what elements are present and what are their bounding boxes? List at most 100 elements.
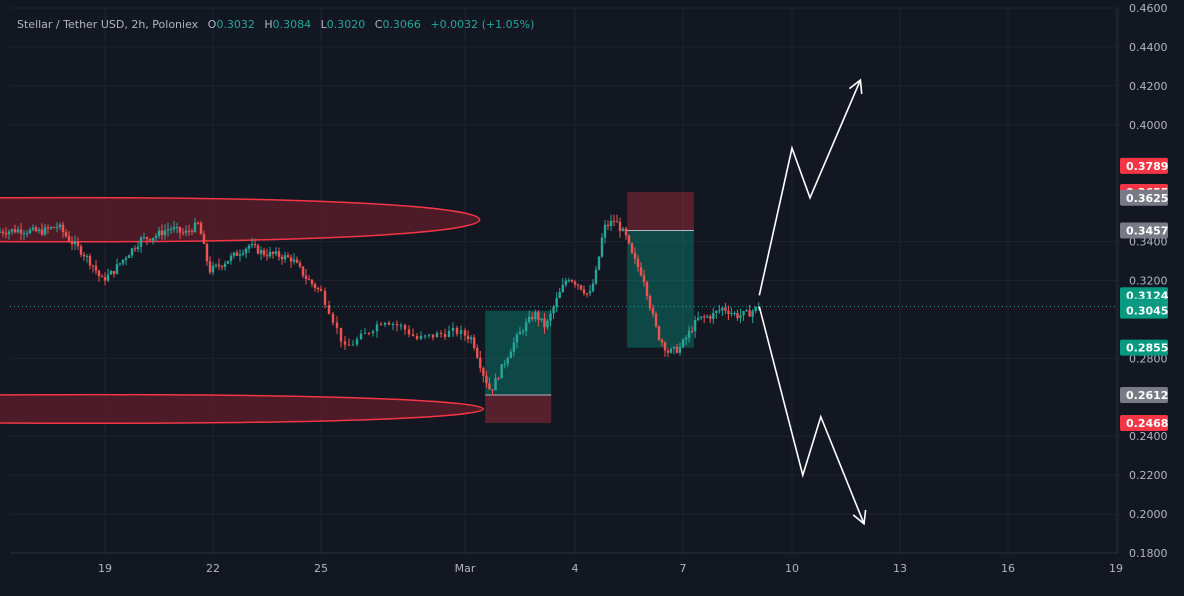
candle-body-81 xyxy=(241,253,245,255)
candle-body-224 xyxy=(709,316,712,319)
candle-body-85 xyxy=(253,244,257,246)
candle-body-141 xyxy=(455,327,459,334)
candle-body-203 xyxy=(645,282,649,297)
candle-body-126 xyxy=(395,324,399,326)
open-label: O xyxy=(208,18,217,31)
time-axis[interactable]: 19 22 25 Mar 4 7 10 13 16 19 xyxy=(98,562,1123,575)
y-tick-label-4: 0.3400 xyxy=(1129,236,1168,249)
candle-body-11 xyxy=(31,227,35,230)
candle-body-132 xyxy=(419,335,423,339)
candle-body-88 xyxy=(262,250,266,256)
candle-body-34 xyxy=(100,276,104,278)
candle-body-228 xyxy=(721,307,724,311)
candle-body-163 xyxy=(524,322,528,332)
candle-body-43 xyxy=(127,255,131,259)
x-tick-label-3: Mar xyxy=(455,562,476,575)
zones xyxy=(0,196,485,425)
price-axis[interactable]: 0.4600 0.4400 0.4200 0.4000 0.3400 0.3200 0.28… xyxy=(1129,2,1168,560)
candle-body-19 xyxy=(55,227,59,229)
candle-body-61 xyxy=(181,232,185,234)
candle-body-155 xyxy=(500,364,503,379)
candle-body-169 xyxy=(543,318,546,328)
candle-body-172 xyxy=(552,307,555,314)
y-tick-label-0: 0.4600 xyxy=(1129,2,1168,15)
candle-body-84 xyxy=(250,244,254,246)
long-stop-zone xyxy=(485,394,552,423)
candle-body-36 xyxy=(106,274,110,281)
candle-body-118 xyxy=(363,332,367,334)
candle-body-136 xyxy=(435,333,439,338)
candle-body-50 xyxy=(148,239,152,241)
candle-body-16 xyxy=(46,227,50,229)
y-tick-label-7: 0.2400 xyxy=(1129,430,1168,443)
candle-body-152 xyxy=(491,389,494,391)
candle-body-138 xyxy=(443,334,447,337)
candle-body-220 xyxy=(696,317,700,320)
candle-body-42 xyxy=(124,258,128,260)
candle-body-93 xyxy=(277,251,281,257)
candle-body-35 xyxy=(103,276,107,281)
y-tick-label-9: 0.2000 xyxy=(1129,508,1168,521)
candle-body-67 xyxy=(199,223,203,235)
candle-body-201 xyxy=(639,267,643,276)
candle-body-144 xyxy=(466,335,470,340)
candle-body-66 xyxy=(196,222,200,224)
candle-body-15 xyxy=(43,227,47,235)
candle-body-133 xyxy=(423,335,427,337)
candle-body-79 xyxy=(235,252,239,256)
price-tag-bg-0 xyxy=(1120,157,1168,174)
candle-body-114 xyxy=(347,344,351,346)
candle-body-134 xyxy=(427,334,431,336)
candle-body-154 xyxy=(497,378,500,380)
candle-body-177 xyxy=(567,280,571,282)
candle-body-91 xyxy=(271,251,275,254)
price-tag-label-3: 0.3457 xyxy=(1126,224,1168,237)
candle-body-8 xyxy=(22,233,26,235)
x-tick-label-6: 10 xyxy=(785,562,799,575)
candle-body-56 xyxy=(166,229,170,231)
close-label: C xyxy=(375,18,383,31)
candle-body-90 xyxy=(268,251,272,257)
x-tick-label-8: 16 xyxy=(1001,562,1015,575)
x-tick-label-7: 13 xyxy=(893,562,907,575)
open-value: 0.3032 xyxy=(216,18,255,31)
candle-body-122 xyxy=(379,324,383,326)
candle-body-21 xyxy=(61,224,65,233)
candle-body-221 xyxy=(699,316,703,318)
price-tag-bg-8 xyxy=(1120,386,1168,403)
candle-body-182 xyxy=(582,289,586,294)
bearish-projection-path xyxy=(758,306,865,525)
candle-body-82 xyxy=(244,248,248,254)
candle-body-9 xyxy=(25,233,29,235)
candle-body-165 xyxy=(531,316,534,320)
candle-body-218 xyxy=(690,331,694,333)
candle-body-64 xyxy=(190,230,194,233)
candle-body-181 xyxy=(579,285,583,290)
candle-body-33 xyxy=(97,270,101,277)
candle-body-238 xyxy=(751,311,754,317)
candle-body-137 xyxy=(439,333,443,335)
candle-body-209 xyxy=(663,342,667,351)
candle-body-20 xyxy=(58,224,62,228)
candle-body-188 xyxy=(600,237,604,257)
x-tick-label-4: 4 xyxy=(572,562,579,575)
price-tag-bg-6 xyxy=(1120,302,1168,319)
low-value: 0.3020 xyxy=(327,18,366,31)
candle-body-72 xyxy=(214,264,218,266)
candle-body-168 xyxy=(540,318,543,321)
candle-body-158 xyxy=(509,351,513,359)
candle-body-0 xyxy=(0,231,2,233)
candle-body-98 xyxy=(292,259,296,262)
candle-body-31 xyxy=(91,265,95,267)
candle-body-229 xyxy=(724,307,727,311)
candle-body-210 xyxy=(666,350,670,353)
candle-body-146 xyxy=(472,337,476,348)
candle-body-7 xyxy=(19,229,23,234)
candle-body-49 xyxy=(145,237,149,240)
candle-body-193 xyxy=(615,221,619,223)
candle-body-139 xyxy=(447,330,451,337)
candle-body-235 xyxy=(742,311,745,316)
candle-body-40 xyxy=(118,263,122,265)
candle-body-95 xyxy=(283,255,287,260)
